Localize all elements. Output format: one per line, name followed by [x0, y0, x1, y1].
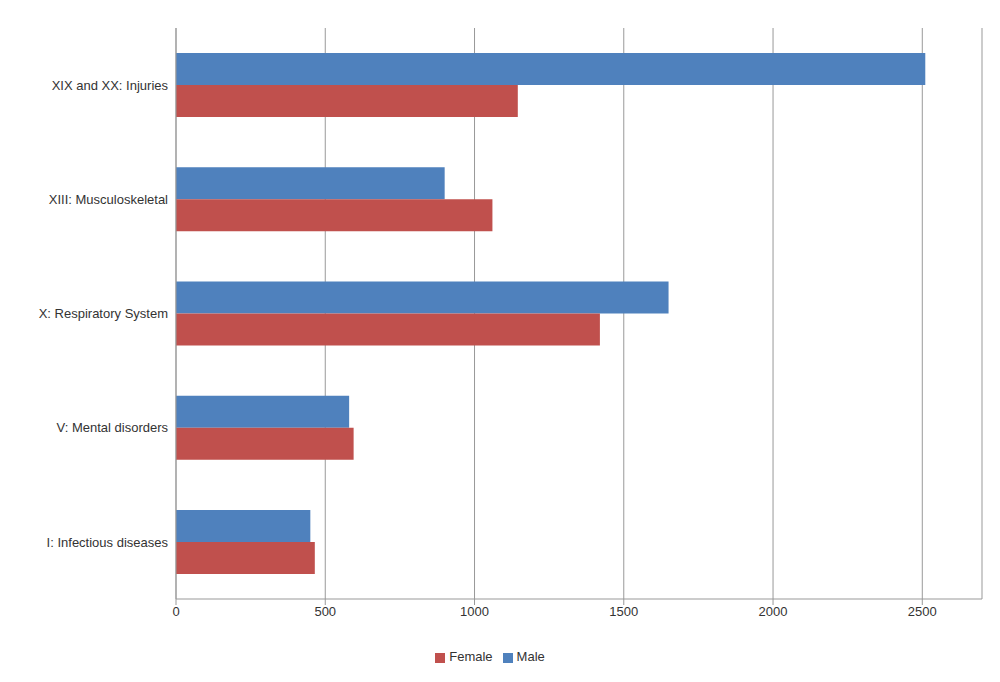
svg-text:2500: 2500	[908, 604, 937, 619]
svg-text:XIX and XX: Injuries: XIX and XX: Injuries	[52, 78, 169, 93]
svg-text:1000: 1000	[460, 604, 489, 619]
svg-text:V: Mental disorders: V: Mental disorders	[56, 420, 168, 435]
html-text:Female: Female	[449, 649, 493, 664]
svg-text:2000: 2000	[759, 604, 788, 619]
svg-text:X: Respiratory System: X: Respiratory System	[39, 306, 168, 321]
svg-text:I: Infectious diseases: I: Infectious diseases	[47, 535, 169, 550]
svg-text:0: 0	[172, 604, 179, 619]
svg-text:500: 500	[314, 604, 336, 619]
html-text:Male: Male	[516, 649, 545, 664]
svg-text:1500: 1500	[609, 604, 638, 619]
svg-text:XIII: Musculoskeletal: XIII: Musculoskeletal	[49, 192, 168, 207]
